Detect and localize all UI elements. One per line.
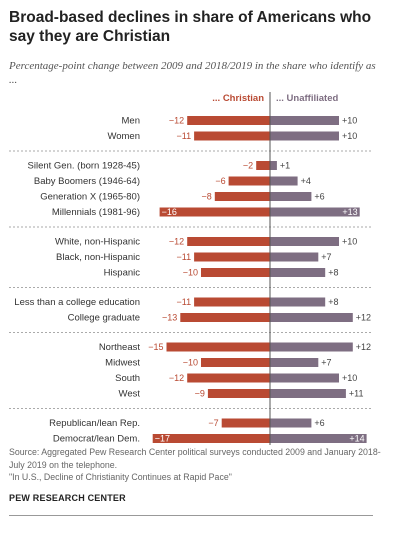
row-label: Republican/lean Rep.	[49, 418, 140, 429]
value-label-christian: −2	[243, 161, 253, 171]
row-label: Generation X (1965-80)	[40, 192, 140, 203]
value-label-christian: −12	[169, 373, 184, 383]
organization-credit: PEW RESEARCH CENTER	[9, 493, 126, 503]
value-label-christian: −13	[162, 313, 177, 323]
bar-christian	[207, 389, 270, 398]
chart-title: Broad-based declines in share of America…	[9, 9, 372, 45]
row-label: Northeast	[99, 342, 141, 353]
bar-christian	[214, 192, 270, 201]
bottom-rule	[9, 515, 373, 516]
bar-unaffiliated	[270, 252, 319, 262]
value-label-christian: −10	[183, 268, 198, 278]
row-label: Men	[122, 116, 140, 127]
value-label-christian: −16	[162, 207, 177, 217]
bar-christian	[166, 342, 270, 352]
bar-unaffiliated	[270, 176, 298, 186]
bar-christian	[194, 297, 270, 307]
row-label: White, non-Hispanic	[55, 237, 140, 248]
value-label-unaffiliated: +13	[342, 207, 357, 217]
bar-unaffiliated	[270, 192, 312, 201]
bar-unaffiliated	[270, 389, 346, 398]
bar-christian	[194, 131, 270, 141]
value-label-christian: −10	[183, 358, 198, 368]
row-label: West	[119, 389, 141, 400]
value-label-unaffiliated: +8	[328, 297, 338, 307]
bar-unaffiliated	[270, 131, 339, 141]
bar-christian	[159, 207, 270, 217]
row-label: Less than a college education	[14, 297, 140, 308]
value-label-unaffiliated: +12	[356, 342, 371, 352]
bar-christian	[194, 252, 270, 262]
bar-unaffiliated	[270, 418, 312, 428]
row-label: College graduate	[68, 313, 140, 324]
row-label: Silent Gen. (born 1928-45)	[28, 161, 140, 172]
value-label-unaffiliated: +12	[356, 313, 371, 323]
bar-unaffiliated	[270, 358, 319, 367]
legend-christian: ... Christian	[212, 93, 264, 104]
value-label-christian: −12	[169, 237, 184, 247]
value-label-unaffiliated: +1	[280, 161, 290, 171]
bar-unaffiliated	[270, 297, 326, 307]
value-label-unaffiliated: +10	[342, 116, 357, 126]
bar-unaffiliated	[270, 342, 353, 352]
bar-unaffiliated	[270, 268, 326, 277]
bar-unaffiliated	[270, 237, 339, 246]
bar-unaffiliated	[270, 434, 367, 443]
bar-christian	[180, 313, 270, 322]
row-label: Democrat/lean Dem.	[53, 434, 140, 445]
diverging-bar-chart: ... Christian ... Unaffiliated Men −12 +10 Wo…	[9, 92, 372, 445]
value-label-christian: −11	[176, 297, 191, 307]
legend-unaffiliated: ... Unaffiliated	[276, 93, 338, 104]
bar-unaffiliated	[270, 313, 353, 322]
bar-unaffiliated	[270, 161, 277, 170]
row-label: Women	[107, 131, 140, 142]
bar-christian	[201, 358, 270, 367]
row-label: Black, non-Hispanic	[56, 252, 140, 263]
bar-christian	[256, 161, 270, 170]
chart-subtitle: Percentage-point change between 2009 and…	[9, 60, 376, 86]
bar-christian	[187, 116, 270, 125]
bar-christian	[152, 434, 270, 443]
value-label-unaffiliated: +10	[342, 131, 357, 141]
bar-christian	[187, 373, 270, 383]
row-label: Midwest	[105, 358, 140, 369]
value-label-christian: −8	[202, 192, 212, 202]
value-label-christian: −6	[215, 176, 225, 186]
bar-christian	[187, 237, 270, 246]
value-label-christian: −15	[148, 342, 163, 352]
value-label-unaffiliated: +4	[301, 176, 311, 186]
source-text: Source: Aggregated Pew Research Center p…	[9, 447, 381, 470]
value-label-christian: −12	[169, 116, 184, 126]
value-label-unaffiliated: +10	[342, 373, 357, 383]
value-label-christian: −11	[176, 252, 191, 262]
row-label: Millennials (1981-96)	[52, 207, 140, 218]
row-label: South	[115, 373, 140, 384]
value-label-christian: −7	[208, 418, 218, 428]
value-label-christian: −17	[155, 434, 170, 444]
value-label-unaffiliated: +8	[328, 268, 338, 278]
value-label-unaffiliated: +6	[314, 418, 324, 428]
bar-unaffiliated	[270, 116, 339, 125]
bar-christian	[228, 176, 270, 186]
row-label: Baby Boomers (1946-64)	[34, 176, 140, 187]
bar-unaffiliated	[270, 373, 339, 383]
value-label-unaffiliated: +6	[314, 192, 324, 202]
report-title: "In U.S., Decline of Christianity Contin…	[9, 472, 232, 482]
value-label-unaffiliated: +7	[321, 358, 331, 368]
value-label-unaffiliated: +7	[321, 252, 331, 262]
value-label-unaffiliated: +14	[349, 434, 364, 444]
source-note: Source: Aggregated Pew Research Center p…	[9, 446, 389, 484]
value-label-christian: −9	[195, 389, 205, 399]
row-label: Hispanic	[104, 268, 141, 279]
value-label-unaffiliated: +10	[342, 237, 357, 247]
bar-christian	[221, 418, 270, 428]
value-label-unaffiliated: +11	[349, 389, 364, 399]
bar-unaffiliated	[270, 207, 360, 217]
bar-christian	[201, 268, 270, 277]
value-label-christian: −11	[176, 131, 191, 141]
